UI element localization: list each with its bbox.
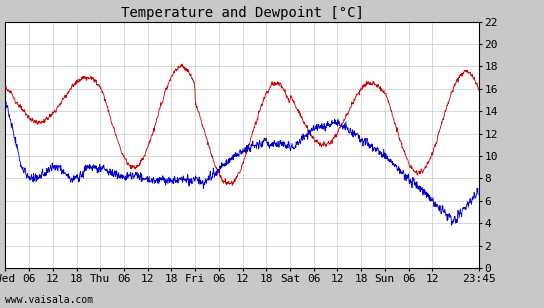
Title: Temperature and Dewpoint [°C]: Temperature and Dewpoint [°C] [121,6,363,20]
Text: www.vaisala.com: www.vaisala.com [5,295,94,305]
